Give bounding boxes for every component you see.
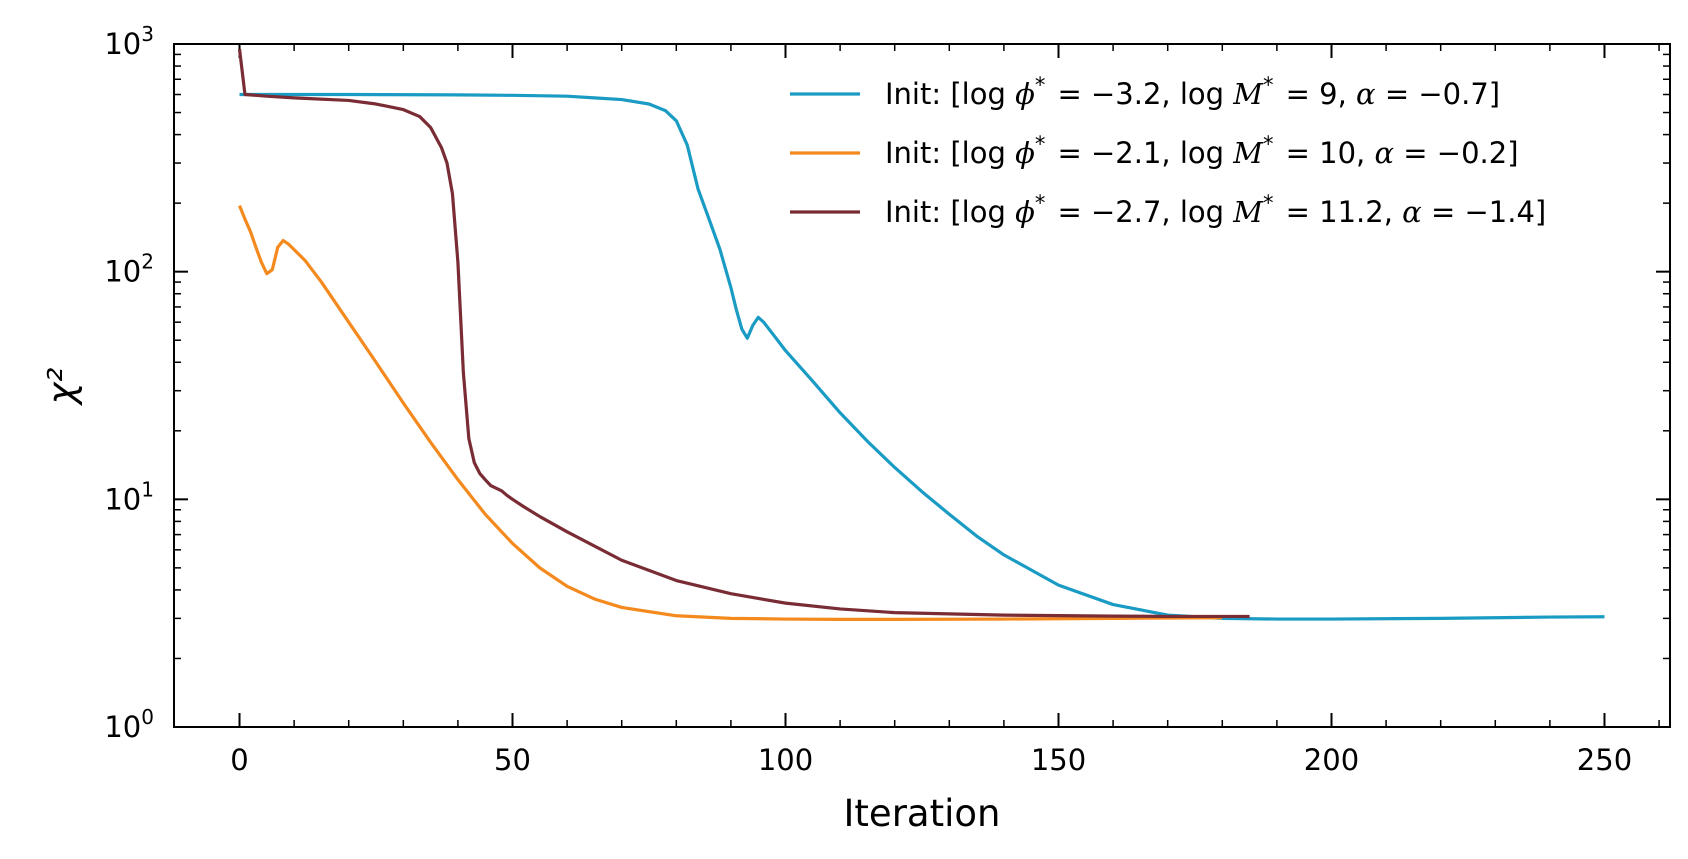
y-tick-label: 102 — [104, 250, 154, 289]
x-tick-label: 50 — [494, 743, 531, 777]
y-tick-label: 103 — [104, 22, 154, 61]
legend-label-1: Init: [log ϕ* = −3.2, log M* = 9, α = −0… — [885, 73, 1500, 111]
legend-box — [775, 62, 1663, 242]
series-line-2 — [238, 205, 1223, 621]
x-tick-label: 250 — [1577, 743, 1632, 777]
y-axis-label: χ² — [40, 367, 83, 406]
series-layer — [237, 48, 1605, 621]
x-tick-label: 0 — [230, 743, 248, 777]
legend-label-3: Init: [log ϕ* = −2.7, log M* = 11.2, α =… — [885, 191, 1546, 229]
legend-label-2: Init: [log ϕ* = −2.1, log M* = 10, α = −… — [885, 132, 1519, 170]
x-tick-label: 150 — [1031, 743, 1086, 777]
series-line-1 — [239, 92, 1605, 621]
labels-layer: 0 50 100 150 200 250 100 101 102 103 — [104, 22, 1632, 777]
y-tick-label: 100 — [104, 705, 154, 744]
x-tick-label: 200 — [1304, 743, 1359, 777]
y-tick-label: 101 — [104, 477, 154, 516]
x-axis-label: Iteration — [844, 792, 1001, 835]
plot-frame — [173, 43, 1671, 728]
series-line-3 — [237, 48, 1250, 619]
x-tick-label: 100 — [758, 743, 813, 777]
legend: Init: [log ϕ* = −3.2, log M* = 9, α = −0… — [775, 62, 1663, 242]
